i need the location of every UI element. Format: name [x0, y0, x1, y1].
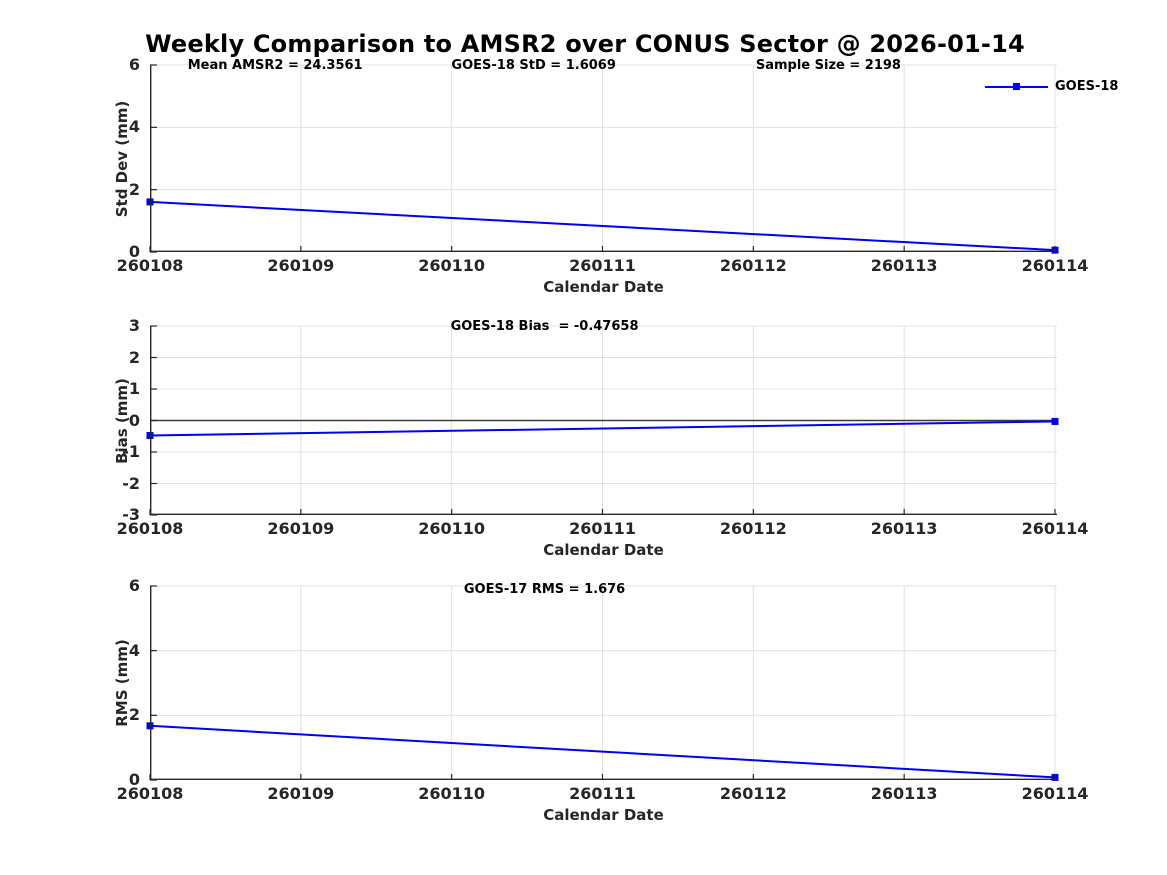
x-tick-label: 260113	[870, 784, 938, 803]
x-axis-label: Calendar Date	[543, 278, 664, 296]
plot-area-svg	[146, 585, 1059, 781]
y-axis-label: Bias (mm)	[113, 377, 131, 464]
y-tick-label: 0	[128, 410, 140, 430]
y-tick-label: 4	[128, 640, 140, 660]
y-tick-label: 2	[128, 705, 140, 725]
stat-annotation: Mean AMSR2 = 24.3561	[187, 58, 363, 73]
y-tick-label: 4	[128, 117, 140, 137]
x-tick-label: 260112	[719, 519, 787, 538]
stat-annotation: Sample Size = 2198	[755, 58, 901, 73]
subplot-title: GOES-17 RMS = 1.676	[463, 582, 626, 597]
y-axis-label: Std Dev (mm)	[113, 100, 131, 217]
y-tick-label: -1	[122, 442, 140, 461]
x-tick-label: 260114	[1021, 784, 1089, 803]
x-tick-label: 260110	[418, 784, 486, 803]
y-tick-label: 1	[128, 379, 140, 398]
y-tick-label: 2	[128, 347, 140, 367]
data-line	[149, 200, 1056, 252]
x-tick-label: 260110	[418, 256, 486, 275]
x-tick-label: 260109	[267, 256, 335, 275]
x-tick-label: 260110	[418, 519, 486, 538]
data-point-marker	[1051, 417, 1059, 425]
y-tick-label: -2	[122, 473, 140, 493]
y-tick-label: 3	[128, 316, 140, 335]
legend-label: GOES-18	[1055, 79, 1119, 94]
y-tick-label: 6	[128, 576, 140, 595]
y-tick-label: 2	[128, 179, 140, 199]
x-tick-label: 260111	[569, 784, 636, 803]
x-tick-label: 260109	[267, 519, 335, 538]
x-tick-label: 260114	[1021, 519, 1089, 538]
subplot-bias: -3 -2 -1 0 1 2 3 260108 260109 260110 260111 260112…	[113, 317, 1088, 560]
data-line	[149, 420, 1056, 437]
subplot-title: GOES-18 Bias = -0.47658	[450, 319, 639, 334]
plot-area-svg	[146, 325, 1059, 516]
x-tick-label: 260112	[719, 256, 787, 275]
subplot-std-dev: 0 2 4 6 260108 260109 260110 260111 260112 260113…	[113, 56, 1118, 297]
y-axis-label: RMS (mm)	[113, 639, 131, 727]
y-tick-label: -3	[122, 505, 140, 524]
x-tick-label: 260108	[116, 784, 184, 803]
y-tick-label: 0	[128, 770, 140, 789]
subplot-rms: 0 2 4 6 260108 260109 260110 260111 260112 260113…	[113, 577, 1088, 825]
x-tick-label: 260113	[870, 519, 938, 538]
y-tick-label: 0	[128, 242, 140, 261]
x-tick-label: 260111	[569, 256, 636, 275]
y-tick-label: 6	[128, 55, 140, 74]
legend-marker-icon	[1013, 83, 1020, 90]
x-tick-label: 260111	[569, 519, 636, 538]
x-axis-label: Calendar Date	[543, 541, 664, 559]
x-tick-label: 260114	[1021, 256, 1089, 275]
figure-title: Weekly Comparison to AMSR2 over CONUS Se…	[145, 30, 1025, 58]
x-axis-label: Calendar Date	[543, 806, 664, 824]
x-tick-label: 260109	[267, 784, 335, 803]
x-tick-label: 260108	[116, 519, 184, 538]
x-tick-label: 260112	[719, 784, 787, 803]
x-tick-label: 260108	[116, 256, 184, 275]
plot-area-svg	[146, 64, 1059, 254]
data-line	[149, 724, 1056, 779]
x-tick-label: 260113	[870, 256, 938, 275]
stat-annotation: GOES-18 StD = 1.6069	[451, 58, 616, 73]
